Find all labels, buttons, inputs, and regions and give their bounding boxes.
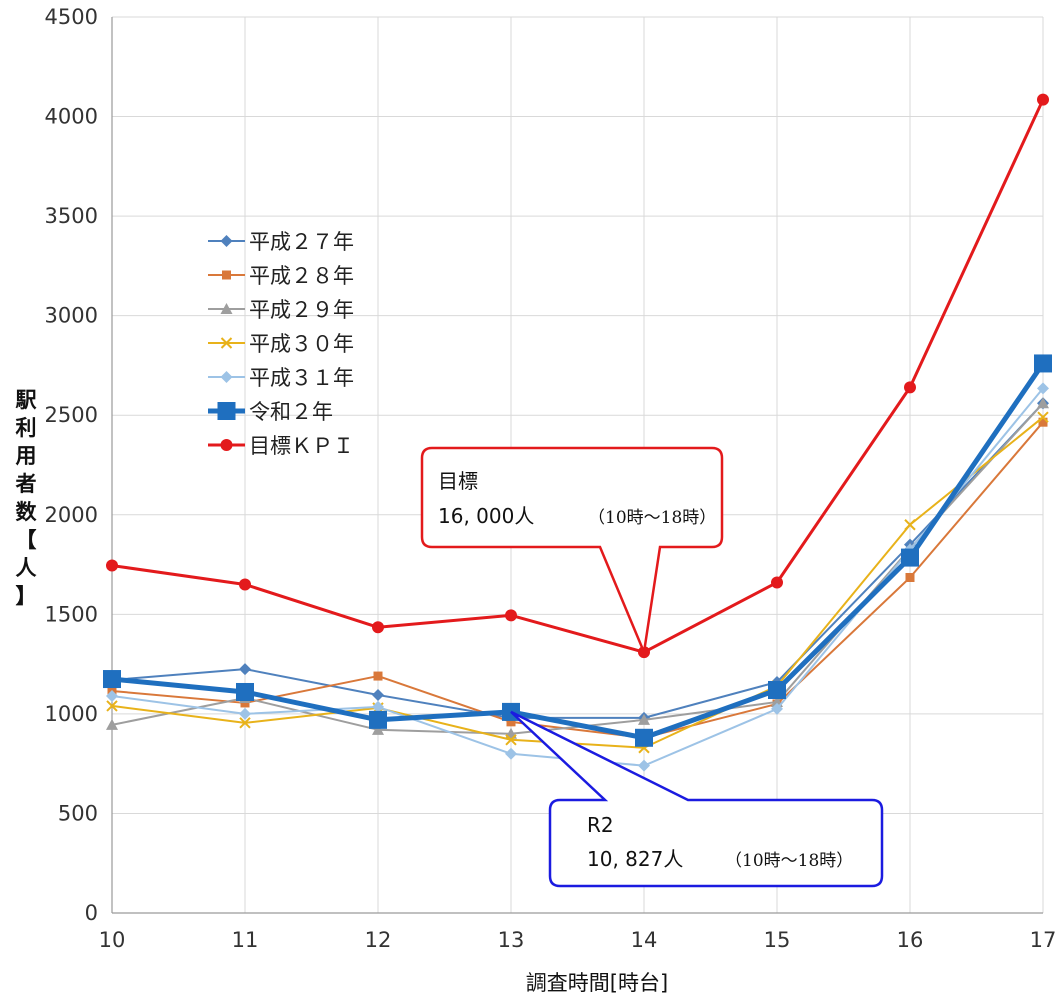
- x-tick-label: 11: [232, 928, 259, 952]
- x-tick-label: 13: [498, 928, 525, 952]
- data-point: [771, 702, 783, 715]
- target-callout-value: 16, 000人: [438, 504, 534, 528]
- data-point: [1037, 397, 1049, 409]
- axis-titles: 調査時間[時台] 駅利用者数【人】: [16, 388, 669, 995]
- data-point: [505, 734, 517, 746]
- data-point: [1037, 382, 1049, 395]
- callouts: 目標 16, 000人 （10時～18時） R2 10, 827人 （10時～1…: [420, 446, 884, 888]
- data-point: [222, 270, 231, 280]
- data-point: [904, 519, 916, 531]
- data-point: [372, 688, 384, 701]
- data-point: [638, 713, 650, 725]
- data-point: [372, 621, 384, 634]
- x-tick-label: 15: [764, 928, 791, 952]
- data-point: [1037, 93, 1049, 106]
- data-point: [106, 700, 118, 712]
- data-point: [506, 717, 516, 727]
- data-point: [103, 670, 121, 689]
- data-point: [220, 303, 233, 314]
- data-point: [220, 371, 233, 383]
- series-line: [111, 402, 1044, 719]
- target-callout-box: [420, 446, 724, 657]
- series-line: [111, 99, 1045, 654]
- data-point: [1037, 411, 1049, 423]
- data-point: [768, 680, 786, 699]
- data-point: [372, 723, 384, 735]
- series-line: [111, 362, 1046, 741]
- data-point: [901, 548, 919, 567]
- y-tick-label: 3500: [45, 204, 98, 228]
- x-axis-title: 調査時間[時台]: [526, 971, 668, 995]
- data-point: [904, 381, 916, 394]
- data-point: [373, 671, 383, 681]
- y-tick-label: 4000: [45, 105, 98, 129]
- legend-label: 平成３１年: [249, 366, 354, 390]
- x-tick-label: 17: [1030, 928, 1057, 952]
- r2-callout-box: [510, 710, 884, 888]
- data-point: [635, 728, 653, 747]
- legend-label: 平成２９年: [249, 298, 354, 322]
- series-lines: [103, 93, 1052, 772]
- y-tick-label: 500: [58, 801, 98, 825]
- target-callout-note: （10時～18時）: [588, 508, 716, 528]
- legend-label: 平成３０年: [249, 332, 354, 356]
- data-point: [1034, 354, 1052, 373]
- r2-callout-title: R2: [587, 813, 614, 837]
- axes: 0 500 1000 1500 2000 2500 3000 3500 4000 4500 10 11…: [45, 5, 1057, 952]
- y-tick-label: 2000: [45, 503, 98, 527]
- data-point: [239, 717, 251, 729]
- x-tick-label: 12: [365, 928, 392, 952]
- y-tick-label: 0: [85, 901, 98, 925]
- y-tick-label: 1000: [45, 702, 98, 726]
- data-point: [239, 578, 251, 591]
- y-tick-label: 3000: [45, 304, 98, 328]
- x-tick-label: 16: [897, 928, 924, 952]
- data-point: [505, 747, 517, 760]
- data-point: [905, 572, 915, 582]
- data-point: [106, 559, 118, 572]
- legend-label: 平成２７年: [249, 230, 354, 254]
- data-point: [106, 689, 118, 702]
- y-tick-label: 2500: [45, 403, 98, 427]
- data-point: [638, 759, 650, 772]
- data-point: [1038, 417, 1048, 427]
- y-axis-title: 駅利用者数【人】: [16, 388, 38, 608]
- data-point: [106, 718, 118, 730]
- data-point: [771, 576, 783, 589]
- r2-callout-note: （10時～18時）: [725, 851, 853, 871]
- legend-label: 平成２８年: [249, 264, 354, 288]
- data-point: [505, 609, 517, 622]
- y-tick-label: 1500: [45, 602, 98, 626]
- data-point: [220, 337, 233, 349]
- r2-callout-value: 10, 827人: [587, 847, 683, 871]
- y-tick-label: 4500: [45, 5, 98, 29]
- data-point: [239, 707, 251, 720]
- data-point: [369, 710, 387, 729]
- data-point: [236, 682, 254, 701]
- data-point: [220, 235, 233, 247]
- legend-label: 令和２年: [249, 400, 333, 424]
- data-point: [372, 700, 384, 713]
- legend-label: 目標ＫＰＩ: [249, 434, 354, 458]
- x-tick-label: 10: [99, 928, 126, 952]
- data-point: [239, 663, 251, 676]
- data-point: [220, 439, 233, 451]
- x-tick-label: 14: [631, 928, 658, 952]
- target-callout-title: 目標: [438, 469, 478, 493]
- data-point: [217, 402, 236, 420]
